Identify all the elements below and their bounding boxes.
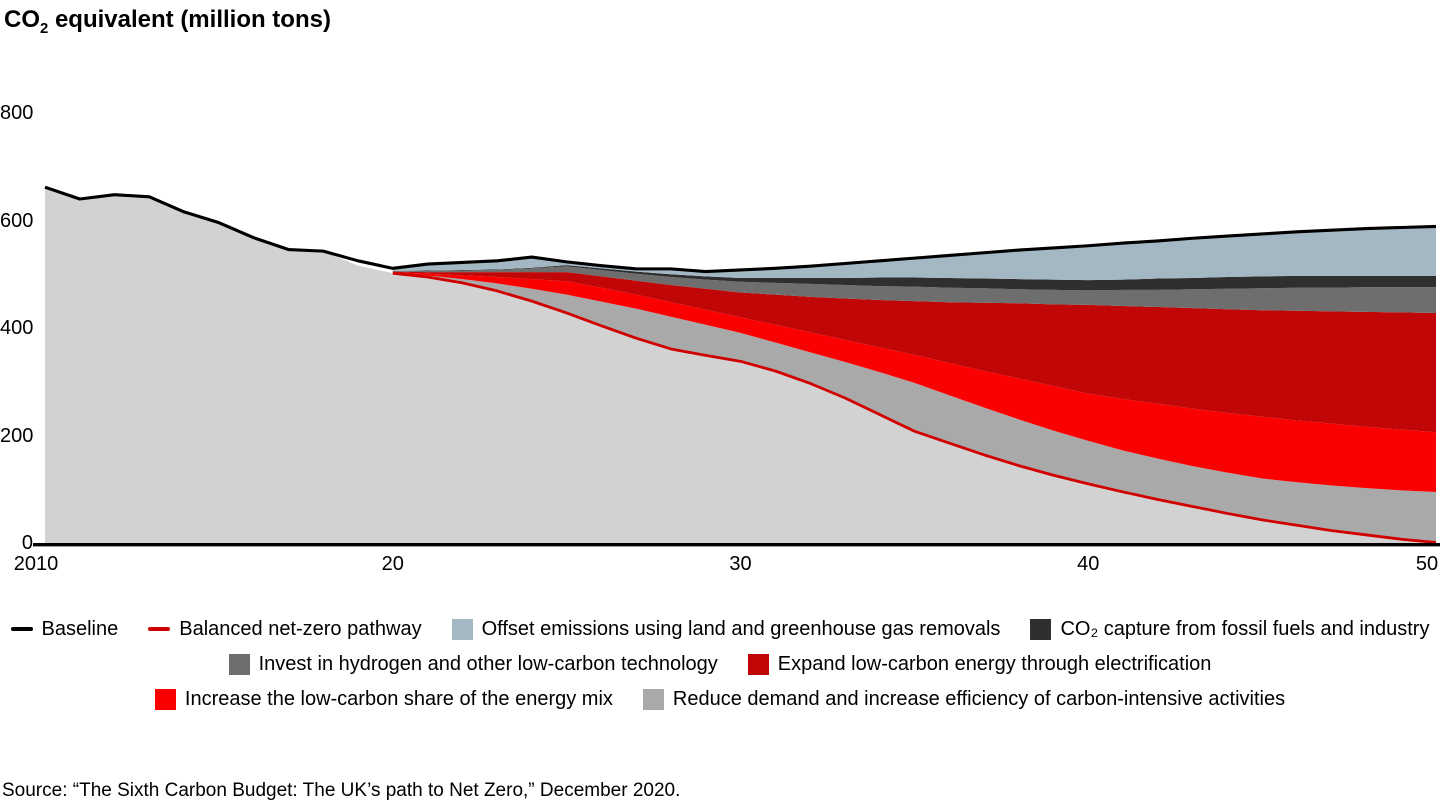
x-tick-label: 40 [1077,553,1100,575]
area-hydrogen [392,266,1436,313]
legend-item-label: Expand low-carbon energy through electri… [777,652,1212,675]
legend-item: Balanced net-zero pathway [148,617,422,641]
legend-item-label: Invest in hydrogen and other low-carbon … [258,652,718,675]
legend-item: Expand low-carbon energy through electri… [747,652,1212,676]
legend-row: Baseline Balanced net-zero pathway Offset … [0,616,1440,642]
balanced-pathway-line [392,271,1437,544]
y-tick-label: 0 [21,532,33,554]
area-electrification [392,271,1436,433]
baseline-line [44,185,1437,274]
area-remaining-emissions [45,187,1436,544]
legend-square-swatch-icon [154,688,176,710]
legend-line-swatch-icon [148,627,171,631]
legend-item: Invest in hydrogen and other low-carbon … [228,652,718,676]
chart-title-text: CO [4,6,40,33]
legend-item: Baseline [10,617,119,641]
y-tick-label: 200 [0,424,34,447]
legend-row: Increase the low-carbon share of the ene… [0,686,1440,712]
x-tick-label: 50 [1415,553,1439,575]
source-note: Source: “The Sixth Carbon Budget: The UK… [2,780,681,801]
legend-square-swatch-icon [451,618,473,640]
x-tick-label: 30 [729,553,752,575]
chart-legend: Baseline Balanced net-zero pathway Offset … [0,616,1440,721]
legend-item: CO₂ capture from fossil fuels and indust… [1030,618,1429,641]
legend-item-label: Increase the low-carbon share of the ene… [184,687,613,710]
legend-item: Offset emissions using land and greenhou… [451,617,1001,641]
legend-square-swatch-icon [747,653,769,675]
chart-title: CO2 equivalent (million tons) [4,6,331,37]
legend-item: Increase the low-carbon share of the ene… [154,687,613,711]
legend-item-label: CO₂ capture from fossil fuels and indust… [1060,617,1430,640]
y-tick-label: 600 [0,209,34,232]
area-low-carbon-share [392,272,1436,492]
y-tick-label: 800 [0,102,34,124]
x-tick-label: 2010 [13,553,59,575]
legend-row: Invest in hydrogen and other low-carbon … [0,651,1440,677]
legend-item-label: Reduce demand and increase efficiency of… [672,687,1286,710]
legend-item-label: Offset emissions using land and greenhou… [481,617,1001,640]
legend-square-swatch-icon [1030,618,1052,640]
x-tick-label: 20 [381,553,404,575]
chart-title-subscript: 2 [40,20,49,37]
legend-item: Reduce demand and increase efficiency of… [642,687,1286,711]
y-tick-label: 400 [0,317,34,339]
legend-square-swatch-icon [642,688,664,710]
area-reduce-demand [392,272,1436,543]
legend-line-swatch-icon [10,627,33,631]
area-co2-capture [392,265,1436,291]
legend-item-label: Balanced net-zero pathway [179,617,422,640]
legend-item-label: Baseline [41,617,119,640]
legend-square-swatch-icon [228,653,250,675]
chart-title-rest: equivalent (million tons) [48,6,331,33]
